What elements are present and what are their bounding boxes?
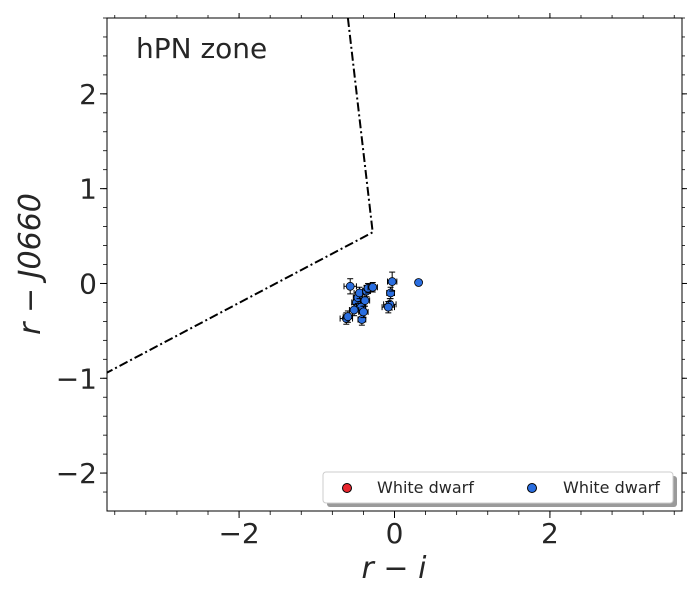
y-tick-label: 2 — [79, 78, 97, 111]
data-point — [387, 271, 398, 292]
legend-label-blue: White dwarf — [563, 478, 660, 497]
legend-marker-blue — [527, 483, 537, 493]
point-marker — [360, 296, 370, 305]
data-point — [342, 310, 354, 323]
y-tick-label: 1 — [79, 173, 97, 206]
y-axis-label: r − J0660 — [13, 193, 48, 335]
x-tick-label: 2 — [541, 517, 559, 550]
point-marker — [349, 305, 359, 315]
point-marker — [383, 302, 393, 312]
data-point — [348, 303, 360, 317]
hpn-zone-label: hPN zone — [136, 32, 267, 65]
x-tick-labels: −2 0 2 — [218, 517, 558, 550]
point-marker — [368, 282, 378, 292]
y-tick-label: 0 — [79, 267, 97, 300]
legend-label-red: White dwarf — [377, 478, 474, 497]
data-points — [339, 271, 423, 326]
legend-marker-red — [342, 483, 352, 493]
point-marker — [359, 307, 368, 317]
point-marker — [343, 312, 353, 322]
plot-frame — [106, 17, 683, 512]
y-tick-labels: −2 −1 0 1 2 — [56, 78, 97, 490]
y-tick-label: −1 — [56, 362, 97, 395]
major-ticks — [100, 13, 687, 518]
hpn-zone-boundary — [106, 17, 374, 374]
point-marker — [345, 281, 355, 291]
data-point — [381, 300, 395, 314]
point-marker — [357, 315, 367, 324]
data-point — [414, 278, 423, 287]
point-marker — [387, 277, 397, 286]
x-tick-label: 0 — [386, 517, 404, 550]
point-marker — [386, 288, 396, 298]
legend-box — [322, 471, 674, 504]
data-point — [343, 278, 357, 295]
legend: White dwarf White dwarf — [322, 471, 677, 507]
y-tick-label: −2 — [56, 457, 97, 490]
data-point — [367, 282, 378, 293]
point-marker — [414, 278, 423, 287]
plot-area: hPN zone — [100, 13, 687, 518]
x-axis-label: r − i — [362, 551, 428, 586]
x-tick-label: −2 — [218, 517, 259, 550]
